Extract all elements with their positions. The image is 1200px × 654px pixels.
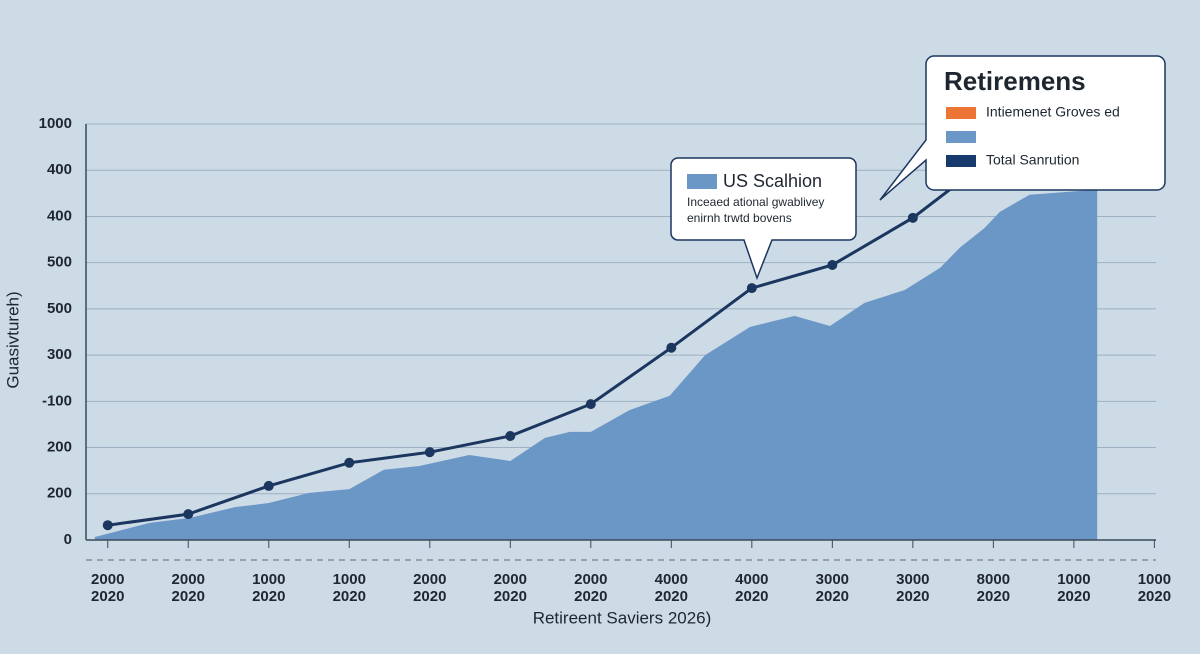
y-tick-label: 500 [47, 300, 72, 317]
legend-swatch [946, 155, 976, 167]
x-tick-label: 2020 [1138, 588, 1171, 605]
x-axis-label: Retireent Saviers 2026) [533, 608, 712, 627]
point [183, 509, 194, 520]
y-axis-label: Guasivtureh) [3, 291, 22, 388]
x-tick-label: 2020 [494, 588, 527, 605]
x-tick-label: 4000 [655, 571, 688, 588]
point [344, 457, 355, 468]
x-tick-label: 2020 [977, 588, 1010, 605]
x-tick-label: 2020 [413, 588, 446, 605]
x-tick-label: 2020 [655, 588, 688, 605]
point [263, 480, 274, 491]
point [424, 447, 435, 458]
x-tick-label: 2020 [252, 588, 285, 605]
x-tick-label: 2020 [574, 588, 607, 605]
callout-swatch [687, 174, 717, 189]
point [505, 431, 516, 441]
point [746, 283, 757, 294]
y-tick-label: 500 [47, 254, 72, 271]
legend-title: Retiremens [944, 66, 1086, 96]
callout-text: enirnh trwtd bovens [687, 211, 792, 225]
x-tick-label: 2000 [574, 571, 607, 588]
line [107, 155, 995, 527]
point [585, 399, 596, 410]
legend-label: Total Sanrution [986, 152, 1079, 168]
x-tick-label: 2020 [1057, 588, 1090, 605]
callout-text: Inceaed ational gwablivey [687, 195, 824, 209]
legend: Retiremens Intiemenet Groves ed Total San… [879, 55, 1166, 201]
x-tick-label: 2020 [333, 588, 366, 605]
x-tick-label: 1000 [1057, 571, 1090, 588]
x-tick-label: 2000 [172, 571, 205, 588]
y-tick-label: 400 [47, 161, 72, 178]
area [94, 189, 1098, 540]
y-tick-label: 400 [47, 207, 72, 224]
x-tick-label: 3000 [896, 571, 929, 588]
y-tick-label: 300 [47, 346, 72, 363]
x-tick-label: 1000 [1138, 571, 1171, 588]
x-tick-label: 1000 [333, 571, 366, 588]
legend-swatch [946, 107, 976, 119]
x-tick-label: 1000 [252, 571, 285, 588]
callout-title: US Scalhion [723, 171, 822, 191]
x-tick-label: 2020 [91, 588, 124, 605]
legend-label: Intiemenet Groves ed [986, 104, 1120, 120]
x-tick-label: 2020 [735, 588, 768, 605]
y-tick-label: 200 [47, 485, 72, 502]
y-tick-label: 0 [64, 531, 72, 548]
x-tick-label: 2020 [896, 588, 929, 605]
point [907, 212, 918, 223]
y-tick-label: -100 [42, 392, 72, 409]
x-tick-label: 3000 [816, 571, 849, 588]
point [827, 259, 838, 270]
callout: US Scalhion Inceaed ational gwablivey en… [670, 157, 857, 281]
x-tick-label: 2020 [816, 588, 849, 605]
point [666, 342, 677, 353]
plot-area: 0200200-10030050050040040010002000202020… [39, 115, 1171, 605]
y-tick-label: 200 [47, 439, 72, 456]
y-tick-label: 1000 [39, 115, 72, 132]
x-tick-label: 2020 [172, 588, 205, 605]
point [102, 520, 113, 531]
legend-items: Intiemenet Groves ed Total Sanrution [946, 104, 1120, 168]
x-tick-label: 2000 [413, 571, 446, 588]
legend-swatch [946, 131, 976, 143]
x-tick-label: 2000 [91, 571, 124, 588]
x-tick-label: 4000 [735, 571, 768, 588]
callout-box [670, 157, 857, 281]
x-tick-label: 8000 [977, 571, 1010, 588]
x-tick-label: 2000 [494, 571, 527, 588]
